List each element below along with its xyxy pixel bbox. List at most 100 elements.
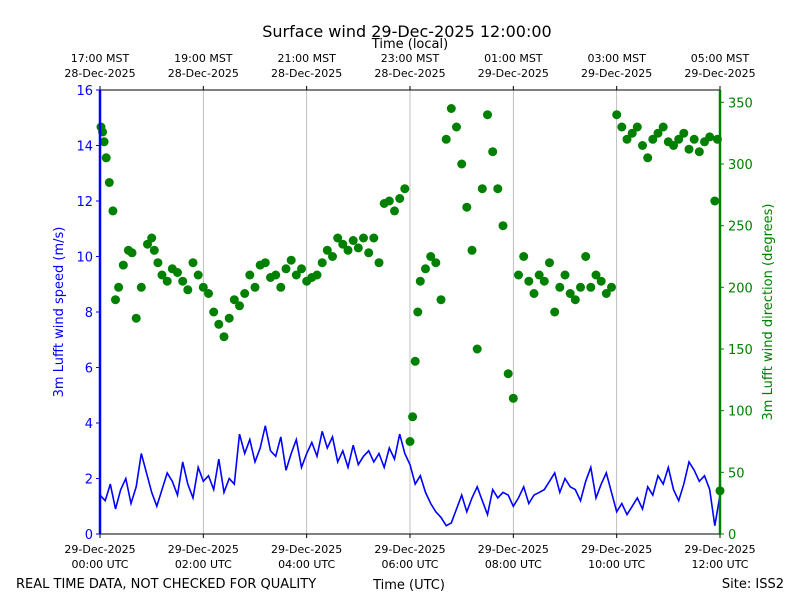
left-tick-label: 0 — [85, 528, 93, 543]
direction-point — [281, 264, 291, 274]
x-tick-time: 10:00 UTC — [588, 558, 645, 571]
direction-point — [333, 233, 343, 243]
direction-point — [127, 248, 137, 258]
direction-point — [317, 258, 327, 268]
direction-point — [193, 270, 203, 280]
direction-point — [413, 307, 423, 317]
direction-point — [224, 313, 234, 323]
direction-point — [622, 134, 632, 144]
top-tick-time: 17:00 MST — [71, 52, 130, 65]
direction-point — [477, 184, 487, 194]
top-tick-date: 29-Dec-2025 — [478, 67, 549, 80]
direction-point — [705, 132, 715, 142]
top-tick-time: 23:00 MST — [381, 52, 440, 65]
right-tick-label: 100 — [728, 405, 753, 420]
direction-point — [508, 393, 518, 403]
direction-point — [250, 282, 260, 292]
direction-point — [539, 276, 549, 286]
direction-point — [524, 276, 534, 286]
x-tick-date: 29-Dec-2025 — [684, 543, 755, 556]
direction-point — [276, 282, 286, 292]
x-axis-label: Time (UTC) — [372, 578, 445, 593]
direction-point — [219, 332, 229, 342]
x-tick-time: 04:00 UTC — [278, 558, 335, 571]
direction-point — [286, 255, 296, 265]
direction-point — [519, 252, 529, 261]
direction-point — [570, 295, 580, 305]
direction-point — [612, 110, 622, 120]
direction-point — [514, 270, 523, 280]
direction-point — [632, 122, 642, 132]
x-tick-date: 29-Dec-2025 — [374, 543, 445, 556]
direction-point — [503, 369, 513, 379]
left-tick-label: 4 — [85, 417, 93, 432]
right-tick-label: 150 — [728, 343, 753, 358]
direction-point — [679, 128, 689, 138]
x-tick-date: 29-Dec-2025 — [271, 543, 342, 556]
direction-point — [436, 295, 446, 305]
direction-point — [467, 245, 477, 255]
direction-point — [674, 134, 684, 144]
top-axis-label: Time (local) — [371, 37, 448, 52]
direction-point — [149, 245, 159, 255]
direction-point — [581, 252, 591, 261]
direction-point — [415, 276, 425, 286]
direction-point — [534, 270, 544, 280]
top-tick-date: 29-Dec-2025 — [581, 67, 652, 80]
direction-point — [136, 282, 146, 292]
direction-point — [684, 144, 694, 154]
direction-point — [111, 295, 120, 305]
direction-point — [114, 282, 124, 292]
x-tick-date: 29-Dec-2025 — [478, 543, 549, 556]
direction-point — [457, 159, 467, 169]
left-tick-label: 14 — [76, 140, 93, 155]
direction-point — [648, 134, 658, 144]
wind-direction-points — [96, 104, 725, 496]
direction-point — [638, 141, 647, 150]
right-tick-label: 250 — [728, 220, 753, 235]
direction-point — [147, 233, 157, 243]
direction-point — [99, 137, 109, 147]
x-tick-date: 29-Dec-2025 — [581, 543, 652, 556]
x-tick-time: 06:00 UTC — [381, 558, 438, 571]
direction-point — [483, 110, 492, 120]
direction-point — [446, 104, 456, 113]
direction-point — [271, 270, 281, 280]
direction-point — [550, 307, 560, 317]
direction-point — [291, 270, 301, 280]
direction-point — [173, 268, 182, 277]
top-tick-time: 03:00 MST — [587, 52, 646, 65]
left-tick-label: 10 — [76, 251, 93, 266]
direction-point — [408, 412, 418, 422]
direction-point — [364, 248, 374, 258]
direction-point — [374, 258, 384, 268]
direction-point — [710, 196, 720, 206]
direction-point — [689, 134, 699, 144]
direction-point — [353, 243, 363, 253]
direction-point — [591, 270, 601, 280]
direction-point — [694, 147, 704, 157]
direction-point — [643, 153, 653, 163]
direction-point — [576, 282, 585, 292]
x-tick-time: 02:00 UTC — [175, 558, 232, 571]
right-tick-label: 50 — [728, 466, 745, 481]
direction-point — [188, 258, 198, 268]
direction-point — [488, 147, 498, 157]
direction-point — [560, 270, 570, 280]
direction-point — [669, 141, 678, 150]
direction-point — [395, 194, 405, 203]
top-tick-date: 28-Dec-2025 — [64, 67, 135, 80]
direction-point — [131, 313, 141, 323]
direction-point — [157, 270, 167, 280]
direction-point — [441, 134, 451, 144]
direction-point — [118, 260, 128, 270]
direction-point — [617, 122, 627, 132]
top-tick-time: 05:00 MST — [691, 52, 750, 65]
direction-point — [209, 307, 219, 317]
direction-point — [348, 236, 358, 245]
left-tick-label: 8 — [85, 306, 93, 321]
direction-point — [235, 301, 244, 311]
direction-point — [431, 258, 441, 268]
direction-point — [472, 344, 482, 354]
